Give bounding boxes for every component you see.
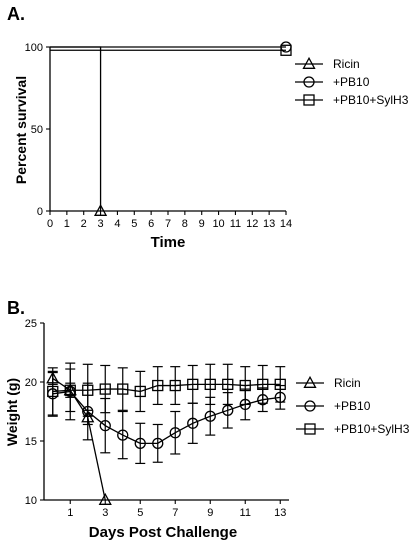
- panel-a-x-tick-label: 6: [148, 218, 154, 230]
- panel-a-legend-item-pb10-marker: [303, 76, 315, 88]
- panel-b-x-tick-label: 5: [137, 507, 143, 519]
- panel-b-y-tick-label: 25: [25, 318, 37, 330]
- panel-a-y-axis-title: Percent survival: [13, 76, 29, 184]
- panel-a-x-tick-label: 7: [165, 218, 171, 230]
- panel-a-x-tick-label: 2: [81, 218, 87, 230]
- panel-a-legend-item-ricin: Ricin: [295, 56, 360, 71]
- panel-b-series-pb10-sylh3-point: [274, 378, 286, 391]
- panel-b-series-ricin-line: [52, 377, 106, 501]
- panel-a-y-tick-label: 100: [25, 42, 43, 54]
- panel-b-series-pb10-sylh3-point: [134, 385, 146, 398]
- panel-b-series-pb10-point: [222, 404, 234, 416]
- panel-b-series-pb10-sylh3-point: [187, 378, 199, 391]
- panel-b-x-tick-label: 7: [172, 507, 178, 519]
- panel-b-legend-item-pb10-label: +PB10: [334, 399, 371, 413]
- panel-a-legend-item-ricin-marker: [302, 56, 316, 69]
- panel-b-label: B.: [7, 298, 25, 318]
- panel-a-x-tick-label: 5: [131, 218, 137, 230]
- panel-a-series-pb10-sylh3-point: [280, 44, 292, 56]
- panel-a-x-tick-label: 3: [98, 218, 104, 230]
- panel-b-legend-item-pb10-sylh3-label: +PB10+SylH3: [334, 422, 410, 436]
- panel-b-series-pb10-sylh3-point: [99, 383, 111, 395]
- panel-b-legend: Ricin +PB10 +PB10+SylH3: [296, 375, 410, 436]
- panel-a-x-tick-label: 12: [246, 218, 258, 230]
- panel-b-series-pb10-line: [52, 390, 281, 445]
- panel-a-legend: Ricin +PB10 +PB10+SylH3: [295, 56, 409, 107]
- panel-a-series-ricin-point: [93, 203, 108, 216]
- panel-b-series-pb10-sylh3-point: [82, 384, 94, 396]
- panel-a-y-tick-label: 50: [31, 124, 43, 136]
- panel-b-legend-item-ricin-label: Ricin: [334, 376, 361, 390]
- panel-b-series-pb10-point: [99, 420, 111, 432]
- panel-a-x-tick-label: 14: [280, 218, 292, 230]
- panel-b-series-pb10-point: [134, 437, 146, 450]
- panel-b-series-pb10-point: [117, 429, 129, 441]
- panel-b-series-pb10-sylh3-point: [204, 378, 216, 391]
- panel-b-series-pb10-sylh3: [47, 363, 286, 417]
- panel-b-series-pb10-sylh3-line: [52, 383, 281, 393]
- panel-a: A. Percent survival Time 0 1 2 3 4 5 6 7 8 9 10 11 1…: [7, 4, 409, 251]
- panel-a-legend-item-ricin-label: Ricin: [333, 57, 360, 71]
- panel-a-x-tick-label: 13: [263, 218, 275, 230]
- panel-b-series-pb10-point: [204, 410, 216, 422]
- panel-a-x-tick-label: 10: [212, 218, 224, 230]
- panel-a-x-tick-label: 8: [182, 218, 188, 230]
- panel-a-legend-item-pb10-sylh3-label: +PB10+SylH3: [333, 93, 409, 107]
- panel-b-series-pb10-point: [187, 417, 199, 429]
- panel-b-series-pb10-sylh3-point: [257, 378, 269, 391]
- panel-b-series-pb10-sylh3-point: [169, 379, 181, 392]
- panel-a-x-tick-label: 1: [64, 218, 70, 230]
- panel-b-y-tick-label: 15: [25, 436, 37, 448]
- panel-a-legend-item-pb10-sylh3: +PB10+SylH3: [295, 93, 409, 107]
- panel-b-legend-item-ricin: Ricin: [296, 375, 361, 390]
- panel-b-legend-item-pb10: +PB10: [296, 399, 371, 413]
- panel-b-legend-item-pb10-sylh3-marker: [304, 423, 316, 435]
- panel-a-series-pb10-sylh3: [50, 44, 292, 56]
- panel-b-x-tick-label: 3: [102, 507, 108, 519]
- panel-b-series-pb10-point: [169, 427, 181, 439]
- panel-b-series-pb10-point: [152, 437, 164, 450]
- panel-b-x-axis-title: Days Post Challenge: [89, 524, 237, 541]
- panel-b-legend-item-ricin-marker: [303, 375, 317, 388]
- panel-b-series-ricin: [46, 371, 112, 505]
- panel-a-x-tick-label: 11: [230, 218, 241, 230]
- panel-b-y-tick-label: 10: [25, 495, 37, 507]
- panel-a-x-tick-label: 9: [199, 218, 205, 230]
- panel-a-series-ricin: [50, 46, 108, 216]
- panel-b-x-tick-label: 11: [240, 507, 251, 519]
- panel-a-y-tick-label: 0: [37, 206, 43, 218]
- panel-b-series-pb10-sylh3-point: [239, 379, 251, 392]
- panel-a-label: A.: [7, 4, 25, 24]
- panel-a-legend-item-pb10: +PB10: [295, 75, 370, 89]
- panel-a-legend-item-pb10-sylh3-marker: [303, 94, 315, 106]
- panel-b-x-tick-label: 1: [67, 507, 73, 519]
- panel-b-legend-item-pb10-sylh3: +PB10+SylH3: [296, 422, 410, 436]
- panel-a-plot: [50, 41, 292, 216]
- panel-b-series-pb10-sylh3-point: [152, 379, 164, 392]
- panel-b-plot: [46, 362, 286, 505]
- panel-a-series-ricin-line: [50, 46, 102, 211]
- panel-a-x-tick-label: 4: [114, 218, 120, 230]
- panel-b-series-pb10-sylh3-point: [222, 378, 234, 391]
- panel-b-x-tick-label: 13: [274, 507, 286, 519]
- panel-b-series-pb10: [47, 362, 286, 465]
- panel-b-y-tick-label: 20: [25, 377, 37, 389]
- panel-b-series-pb10-sylh3-point: [47, 385, 59, 398]
- panel-b-series-pb10-sylh3-point: [117, 383, 129, 395]
- panel-b-legend-item-pb10-marker: [304, 400, 316, 412]
- panel-b-series-pb10-sylh3-point: [64, 384, 76, 396]
- panel-b-y-axis-title: Weight (g): [4, 378, 20, 446]
- panel-b-series-ricin-point: [98, 492, 112, 505]
- panel-a-x-axis-title: Time: [151, 234, 186, 251]
- panel-b-x-tick-label: 9: [207, 507, 213, 519]
- panel-a-x-tick-label: 0: [47, 218, 53, 230]
- panel-a-legend-item-pb10-label: +PB10: [333, 75, 370, 89]
